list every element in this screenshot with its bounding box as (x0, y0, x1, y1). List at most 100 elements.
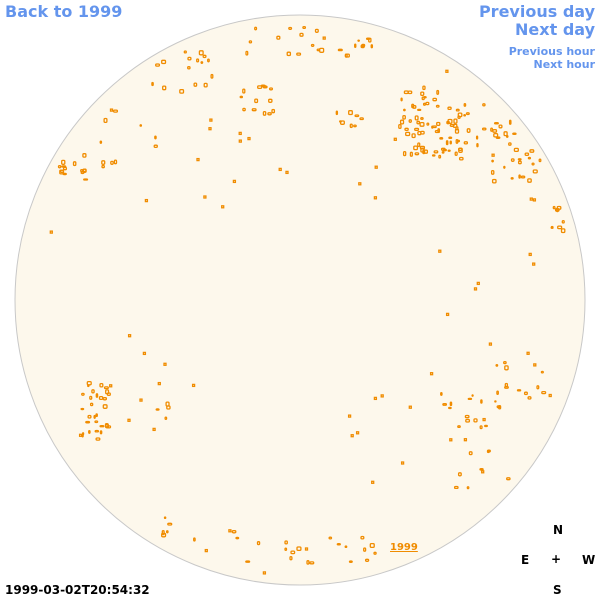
feature-mark (203, 195, 207, 199)
feature-mark (353, 124, 357, 128)
feature-mark (493, 122, 499, 125)
feature-mark (557, 225, 563, 230)
feature-mark (161, 59, 167, 65)
back-to-year-link[interactable]: Back to 1999 (5, 2, 123, 21)
feature-mark (445, 69, 449, 73)
feature-mark (531, 162, 535, 166)
solar-disk (14, 14, 586, 586)
feature-mark (245, 560, 251, 563)
feature-mark (448, 406, 452, 410)
feature-mark (336, 542, 341, 546)
feature-mark (335, 110, 339, 116)
feature-mark (380, 394, 384, 398)
feature-mark (425, 101, 430, 106)
feature-mark (441, 151, 445, 154)
feature-mark (491, 153, 495, 157)
next-hour-link[interactable]: Next hour (533, 58, 596, 71)
feature-mark (455, 108, 460, 112)
feature-mark (161, 530, 165, 536)
feature-mark (447, 118, 453, 124)
feature-mark (482, 103, 486, 107)
feature-mark (440, 391, 443, 396)
feature-mark (431, 125, 434, 129)
feature-mark (510, 177, 514, 180)
compass-west-label: W (582, 553, 596, 567)
feature-mark (456, 139, 461, 143)
feature-mark (228, 529, 232, 533)
feature-mark (81, 392, 85, 396)
feature-mark (498, 405, 502, 410)
feature-mark (369, 542, 375, 549)
feature-mark (398, 123, 402, 130)
feature-mark (82, 168, 87, 173)
feature-mark (161, 532, 167, 538)
previous-hour-link[interactable]: Previous hour (508, 45, 595, 58)
feature-mark (256, 541, 261, 546)
feature-mark (403, 108, 406, 112)
feature-mark (99, 430, 103, 435)
feature-mark (445, 140, 449, 146)
feature-mark (421, 96, 425, 101)
feature-mark (83, 178, 89, 181)
feature-mark (541, 390, 547, 395)
feature-mark (476, 143, 479, 148)
feature-mark (144, 198, 149, 203)
feature-mark (365, 37, 371, 40)
feature-mark (85, 420, 91, 424)
feature-mark (476, 281, 480, 286)
feature-mark (402, 150, 407, 157)
feature-mark (528, 252, 532, 257)
feature-mark (423, 149, 429, 154)
feature-mark (101, 160, 106, 165)
feature-mark (208, 127, 212, 131)
feature-mark (374, 165, 378, 169)
feature-mark (503, 131, 508, 137)
feature-mark (393, 137, 397, 141)
feature-mark (403, 90, 409, 95)
feature-mark (187, 66, 191, 70)
feature-mark (512, 132, 517, 136)
feature-mark (167, 522, 173, 526)
feature-mark (262, 571, 267, 575)
feature-mark (495, 136, 501, 139)
feature-mark (238, 139, 242, 143)
feature-mark (193, 537, 196, 542)
previous-day-link[interactable]: Previous day (478, 2, 595, 21)
feature-mark (363, 547, 367, 552)
feature-mark (449, 140, 452, 145)
feature-mark (155, 408, 160, 411)
feature-mark (438, 249, 442, 253)
feature-mark (339, 120, 345, 125)
feature-mark (429, 372, 434, 376)
feature-mark (347, 414, 352, 418)
feature-mark (337, 48, 343, 52)
feature-mark (508, 119, 512, 125)
feature-mark (113, 159, 118, 165)
feature-mark (447, 106, 452, 111)
feature-mark (404, 127, 409, 132)
feature-mark (314, 28, 319, 33)
feature-mark (527, 396, 532, 400)
year-link[interactable]: 1999 (390, 542, 418, 553)
feature-mark (532, 198, 537, 202)
feature-mark (504, 385, 509, 389)
feature-mark (508, 142, 512, 146)
feature-mark (484, 424, 488, 428)
feature-mark (99, 382, 104, 388)
feature-mark (80, 407, 85, 411)
feature-mark (82, 153, 87, 158)
feature-mark (99, 425, 105, 428)
feature-mark (245, 50, 249, 56)
next-day-link[interactable]: Next day (515, 20, 595, 39)
feature-mark (496, 390, 499, 396)
feature-mark (527, 156, 532, 160)
feature-mark (463, 113, 467, 117)
feature-mark (359, 117, 364, 121)
feature-mark (357, 39, 360, 42)
feature-mark (457, 472, 462, 477)
feature-mark (183, 50, 187, 54)
feature-mark (200, 61, 204, 64)
feature-mark (210, 73, 214, 79)
feature-mark (560, 228, 566, 234)
feature-mark (348, 110, 353, 116)
